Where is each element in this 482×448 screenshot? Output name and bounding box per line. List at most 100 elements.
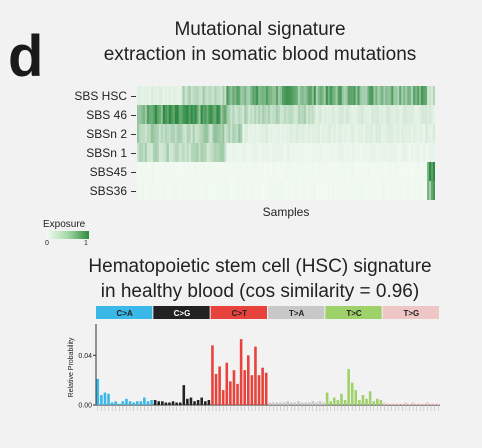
heatmap-cell — [291, 162, 295, 181]
heatmap-cell — [289, 162, 293, 181]
heatmap-cell — [244, 143, 247, 162]
heatmap-cell — [200, 162, 203, 181]
bar — [429, 403, 433, 405]
heatmap-cell — [415, 143, 418, 162]
heatmap-cell — [337, 124, 340, 143]
heatmap-cell — [313, 162, 317, 181]
heatmap-cell — [313, 105, 317, 124]
heatmap-cell — [309, 124, 313, 143]
heatmap-cell — [391, 105, 394, 124]
heatmap-cell — [266, 124, 269, 143]
heatmap-cell — [242, 143, 245, 162]
heatmap-cell — [222, 162, 225, 181]
heatmap-cell — [156, 86, 160, 105]
heatmap-cell — [166, 124, 170, 143]
heatmap-cell — [152, 124, 156, 143]
bar — [207, 400, 211, 405]
heatmap-cell — [377, 162, 380, 181]
heatmap-x-label: Samples — [262, 205, 310, 219]
heatmap-cell — [341, 181, 344, 200]
heatmap-cell — [256, 143, 259, 162]
heatmap-cell — [379, 162, 382, 181]
heatmap-cell — [311, 86, 315, 105]
heatmap-cell — [150, 105, 154, 124]
heatmap-cell — [238, 162, 241, 181]
heatmap-cell — [256, 162, 259, 181]
heatmap-cell — [299, 181, 303, 200]
heatmap-cell — [276, 105, 279, 124]
bar — [282, 402, 286, 405]
heatmap-cell — [232, 86, 235, 105]
heatmap-cell — [137, 143, 140, 162]
category-label: T>C — [346, 309, 362, 318]
heatmap-row-label: SBS45 — [89, 165, 127, 179]
heatmap-cell — [192, 143, 195, 162]
heatmap-cell — [373, 105, 376, 124]
heatmap-cell — [365, 105, 368, 124]
heatmap-cell — [210, 143, 213, 162]
heatmap-cell — [244, 105, 247, 124]
heatmap-cell — [289, 143, 293, 162]
heatmap-cell — [389, 105, 392, 124]
heatmap-cell — [274, 105, 277, 124]
heatmap-cell — [198, 181, 201, 200]
heatmap-cell — [202, 86, 205, 105]
heatmap-cell — [210, 162, 213, 181]
heatmap-cell — [212, 162, 215, 181]
heatmap-cell — [287, 86, 291, 105]
heatmap-cell — [224, 86, 227, 105]
heatmap-cell — [282, 162, 285, 181]
panel-letter: d — [8, 24, 44, 89]
heatmap-cell — [146, 143, 150, 162]
heatmap-cell — [327, 143, 331, 162]
heatmap-cell — [419, 124, 422, 143]
heatmap-cell — [228, 124, 231, 143]
heatmap-cell — [375, 162, 378, 181]
heatmap-cell — [351, 181, 354, 200]
bar — [193, 401, 196, 405]
heatmap-cell — [196, 143, 199, 162]
heatmap-cell — [242, 162, 245, 181]
heatmap-cell — [403, 143, 406, 162]
heatmap-cell — [144, 143, 148, 162]
heatmap-cell — [196, 162, 199, 181]
heatmap-cell — [220, 181, 223, 200]
heatmap-cell — [204, 86, 207, 105]
bar — [422, 403, 426, 405]
heatmap-cell — [146, 124, 150, 143]
heatmap-cell — [184, 105, 187, 124]
heatmap-cell — [286, 143, 289, 162]
heatmap-cell — [226, 162, 229, 181]
heatmap-cell — [208, 124, 211, 143]
heatmap-cell — [144, 124, 148, 143]
heatmap-cell — [182, 162, 185, 181]
heatmap-cell — [182, 86, 185, 105]
heatmap-cell — [305, 162, 309, 181]
heatmap-cell — [423, 181, 426, 200]
heatmap-row-tick — [131, 96, 136, 97]
category-strip — [268, 306, 325, 319]
heatmap-cell — [214, 143, 217, 162]
heatmap-cell — [323, 105, 327, 124]
heatmap-cell — [363, 181, 366, 200]
heatmap-cell — [321, 105, 325, 124]
heatmap-cell — [329, 86, 332, 105]
heatmap-cell — [252, 105, 255, 124]
heatmap-cell — [220, 86, 223, 105]
heatmap-cell — [383, 162, 386, 181]
heatmap-cell — [150, 86, 154, 105]
bar — [107, 393, 110, 405]
heatmap-cell — [361, 162, 364, 181]
heatmap-cell — [137, 105, 140, 124]
heatmap-cell — [278, 105, 281, 124]
heatmap-cell — [361, 124, 364, 143]
heatmap-cell — [329, 124, 332, 143]
bar — [343, 400, 347, 405]
category-label: T>G — [403, 309, 419, 318]
category-label: C>G — [174, 309, 191, 318]
heatmap-cell — [339, 105, 342, 124]
heatmap-cell — [391, 162, 394, 181]
heatmap-cell — [232, 181, 235, 200]
bar — [178, 402, 182, 405]
heatmap-cell — [327, 181, 331, 200]
